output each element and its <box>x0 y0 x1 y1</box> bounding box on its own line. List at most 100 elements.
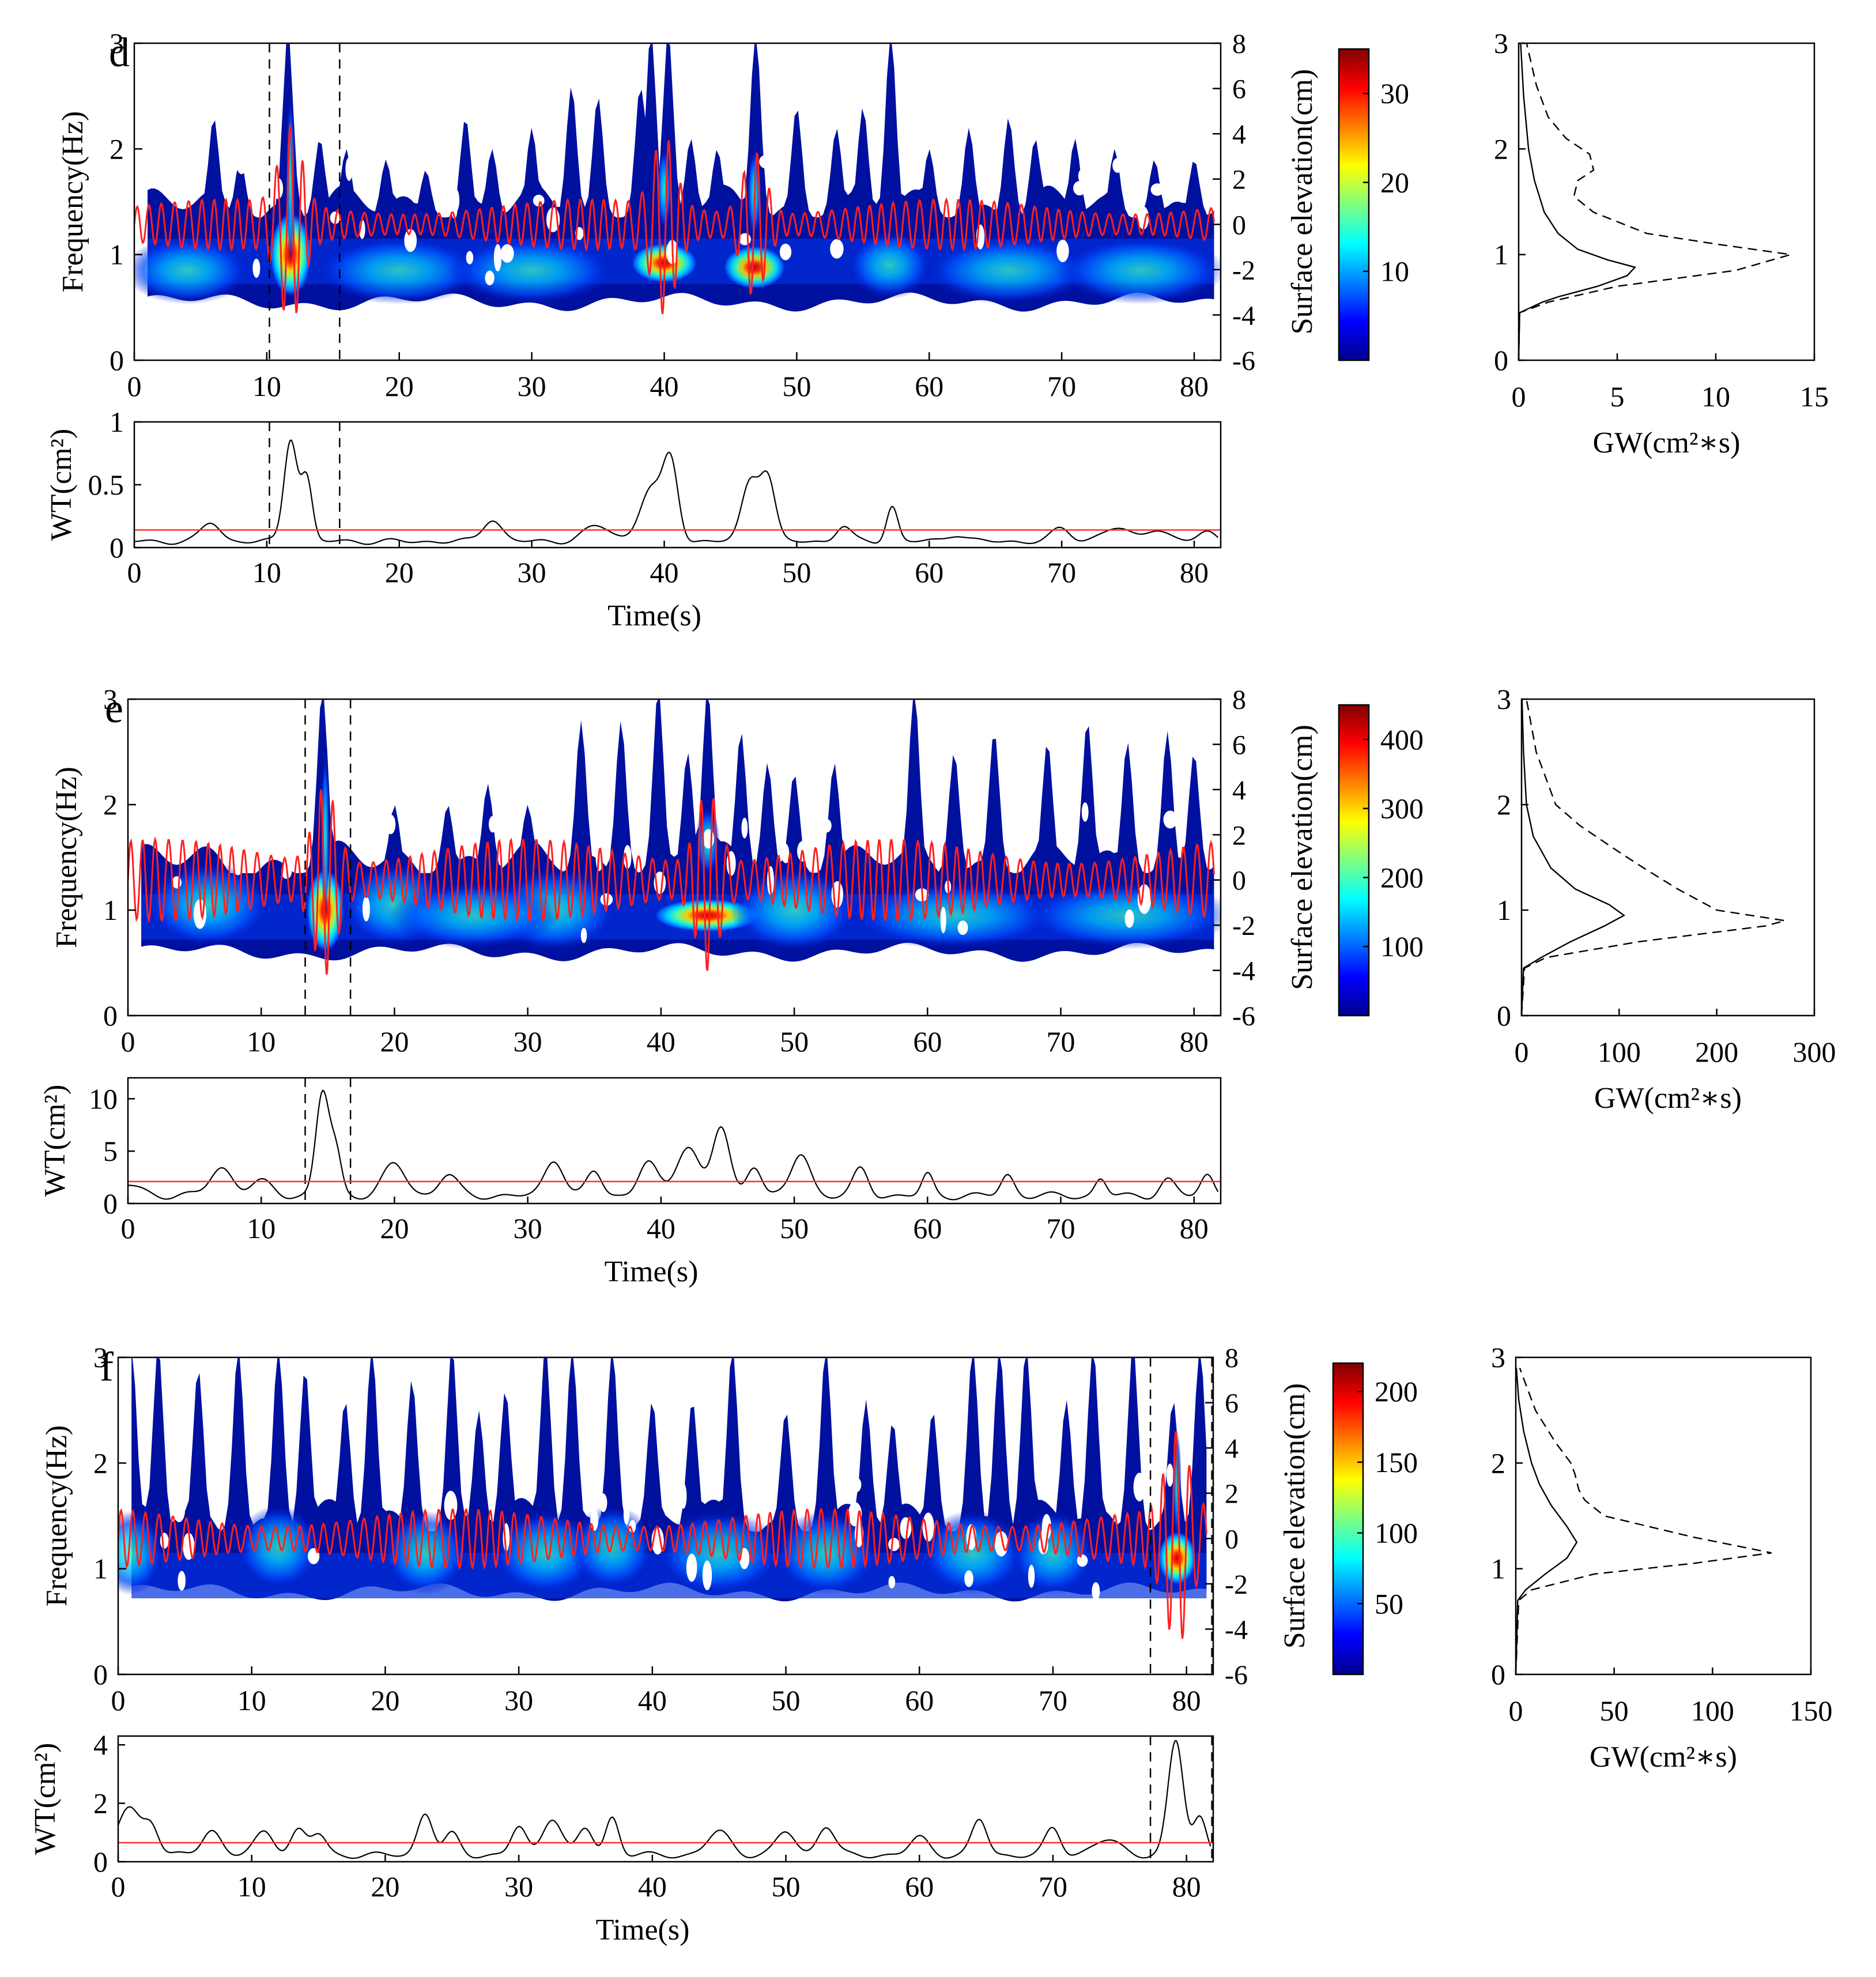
gw-freq-tick-label: 1 <box>1497 894 1511 926</box>
colorbar <box>1338 704 1370 1017</box>
contour-hole <box>1092 1582 1100 1601</box>
time-tick-label: 50 <box>772 1684 801 1716</box>
time-tick-label: 80 <box>1180 370 1209 402</box>
surface-axis-label: Surface elevation(cm) <box>1286 725 1319 990</box>
wt-frame <box>117 1735 1214 1863</box>
contour-hole <box>590 1508 599 1531</box>
freq-tick-label: 0 <box>110 344 124 376</box>
time-tick-label: 70 <box>1047 1025 1075 1058</box>
frequency-axis-label: Frequency(Hz) <box>50 767 83 948</box>
frequency-axis-label: Frequency(Hz) <box>40 1425 73 1607</box>
surface-tick-label: 8 <box>1232 685 1246 715</box>
wt-time-tick-label: 70 <box>1047 1212 1075 1244</box>
hotspot <box>492 1510 599 1595</box>
gw-frame <box>1518 42 1815 361</box>
wt-tick-label: 0 <box>110 531 124 564</box>
surface-tick-label: 0 <box>1232 866 1246 896</box>
colorbar-tick-label: 150 <box>1375 1446 1418 1478</box>
time-tick-label: 50 <box>782 370 811 402</box>
contour-hole <box>1133 1473 1146 1501</box>
surface-tick-label: -4 <box>1225 1614 1248 1645</box>
gw-tick-label: 50 <box>1600 1695 1629 1727</box>
hotspot <box>389 881 560 949</box>
wt-time-tick-label: 60 <box>915 556 943 588</box>
gw-tick-label: 100 <box>1691 1695 1734 1727</box>
wt-time-tick-label: 40 <box>650 556 679 588</box>
hotspot <box>235 1505 322 1590</box>
colorbar-tick-label: 20 <box>1380 166 1409 198</box>
wt-time-tick-label: 80 <box>1180 1212 1209 1244</box>
contour-hole <box>741 817 748 839</box>
contour-hole <box>485 270 495 286</box>
contour-hole <box>623 845 632 869</box>
contour-hole <box>822 818 832 833</box>
time-axis-label: Time(s) <box>607 599 701 632</box>
hotspot <box>1010 1510 1096 1595</box>
wt-tick-label: 0 <box>93 1846 108 1878</box>
time-axis-label: Time(s) <box>596 1914 690 1946</box>
hotspot <box>314 236 484 304</box>
gw-freq-tick-label: 0 <box>1497 999 1511 1032</box>
contour-hole <box>957 920 968 935</box>
wt-line <box>117 1740 1211 1859</box>
wt-time-tick-label: 80 <box>1172 1870 1201 1903</box>
gw-freq-tick-label: 3 <box>1494 27 1508 59</box>
contour-hole <box>922 1512 934 1542</box>
time-tick-label: 60 <box>913 1025 942 1058</box>
wt-time-tick-label: 30 <box>504 1870 533 1903</box>
contour-hole <box>404 229 417 252</box>
contour-hole <box>1138 206 1149 230</box>
gw-tick-label: 0 <box>1515 1036 1529 1068</box>
surface-tick-label: 4 <box>1232 119 1246 150</box>
wt-time-tick-label: 40 <box>647 1212 675 1244</box>
gw-solid-line <box>1520 699 1626 1016</box>
wt-time-tick-label: 10 <box>247 1212 275 1244</box>
hotspot <box>924 236 1094 304</box>
surface-tick-label: 2 <box>1232 165 1246 195</box>
wt-time-tick-label: 50 <box>782 556 811 588</box>
wt-time-tick-label: 30 <box>514 1212 542 1244</box>
surface-tick-label: -4 <box>1232 300 1255 331</box>
wt-time-tick-label: 0 <box>127 556 142 588</box>
contour-hole <box>580 927 587 944</box>
surface-tick-label: 0 <box>1232 210 1246 240</box>
contour-hole <box>1056 239 1069 262</box>
contour-hole <box>610 181 621 206</box>
contour-hole <box>493 244 502 271</box>
hotspot <box>134 236 251 304</box>
time-tick-label: 80 <box>1180 1025 1209 1058</box>
contour-hole <box>173 1498 185 1523</box>
gw-frame <box>1520 698 1815 1017</box>
scalogram-frame <box>127 698 1222 1017</box>
time-tick-label: 70 <box>1047 370 1076 402</box>
gw-axis-label: GW(cm²∗s) <box>1590 1741 1737 1774</box>
surface-axis-label: Surface elevation(cm) <box>1278 1383 1311 1649</box>
surface-tick-label: -6 <box>1225 1660 1248 1691</box>
surface-tick-label: -2 <box>1225 1569 1248 1600</box>
contour-hole <box>1028 1564 1035 1588</box>
wt-line <box>134 439 1219 545</box>
contour-hole <box>759 154 773 169</box>
surface-tick-label: -6 <box>1232 346 1255 376</box>
wt-time-tick-label: 20 <box>385 556 414 588</box>
time-tick-label: 0 <box>127 370 142 402</box>
contour-hole <box>830 239 844 259</box>
wt-time-tick-label: 10 <box>237 1870 266 1903</box>
contour-hole <box>702 1560 712 1590</box>
freq-tick-label: 0 <box>93 1658 108 1691</box>
contour-hole <box>623 1504 630 1525</box>
contour-hole <box>466 251 474 265</box>
gw-axis-label: GW(cm²∗s) <box>1594 1082 1742 1115</box>
wt-time-tick-label: 20 <box>371 1870 399 1903</box>
colorbar-tick-label: 100 <box>1375 1517 1418 1549</box>
contour-hole <box>964 1570 973 1587</box>
time-tick-label: 40 <box>650 370 679 402</box>
contour-hole <box>813 152 820 169</box>
contour-hole <box>680 1483 687 1509</box>
surface-tick-label: 8 <box>1225 1343 1239 1374</box>
contour-hole <box>397 148 410 178</box>
surface-tick-label: 4 <box>1225 1433 1239 1464</box>
